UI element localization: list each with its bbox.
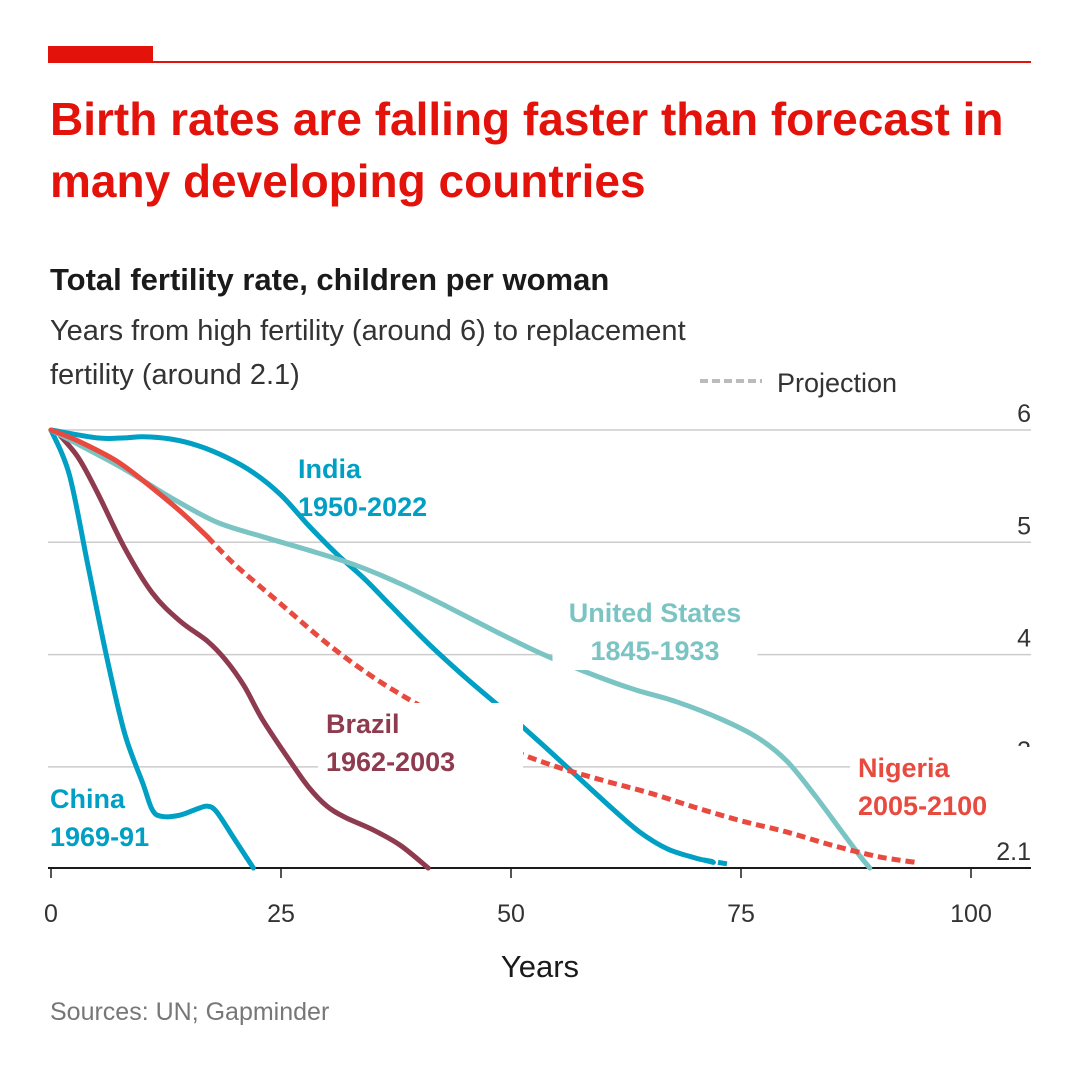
axis-layer: 2.134560255075100 [44, 400, 1031, 928]
x-axis-title: Years [501, 949, 579, 984]
y-tick-label-5: 5 [1017, 512, 1031, 540]
series-projection-india [703, 857, 733, 868]
x-tick-label-100: 100 [950, 900, 992, 928]
series-line-united_states [48, 427, 873, 871]
x-tick-label-50: 50 [497, 900, 525, 928]
series-line-nigeria [48, 427, 210, 540]
series-label-india: India 1950-2022 [298, 454, 427, 522]
series-label-nigeria-line-1: 2005-2100 [858, 791, 987, 821]
series-label-united_states-line-0: United States [569, 598, 742, 628]
source-note: Sources: UN; Gapminder [50, 998, 330, 1026]
series-line-china [48, 427, 256, 871]
x-tick-label-0: 0 [44, 900, 58, 928]
legend-layer: Projection [700, 368, 897, 398]
grid-layer [48, 429, 1031, 768]
chart-subtitle: Total fertility rate, children per woman [50, 262, 610, 297]
series-label-united_states: United States 1845-1933 [552, 592, 758, 670]
chart-description: Years from high fertility (around 6) to … [50, 315, 686, 391]
y-tick-label-6: 6 [1017, 400, 1031, 428]
series-label-china-line-1: 1969-91 [50, 822, 149, 852]
x-tick-label-25: 25 [267, 900, 295, 928]
label-layer: China 1969-91 Brazil 1962-2003 India 1950-202… [50, 454, 1055, 852]
series-label-bg-brazil [318, 703, 523, 781]
series-line-india [48, 427, 716, 865]
brand-rule [48, 61, 1031, 63]
series-line-brazil [57, 433, 431, 871]
series-label-india-line-0: India [298, 454, 362, 484]
series-label-bg-united_states [552, 592, 758, 670]
series-label-nigeria-line-0: Nigeria [858, 753, 951, 783]
series-layer [48, 427, 917, 871]
y-tick-label-4: 4 [1017, 625, 1031, 653]
series-label-nigeria: Nigeria 2005-2100 [850, 747, 1055, 825]
legend-projection-label: Projection [777, 368, 897, 398]
brand-bar [48, 46, 153, 62]
series-label-brazil: Brazil 1962-2003 [318, 703, 523, 781]
chart-headline: Birth rates are falling faster than fore… [50, 93, 1004, 207]
x-tick-label-75: 75 [727, 900, 755, 928]
series-label-india-line-1: 1950-2022 [298, 492, 427, 522]
series-label-china: China 1969-91 [50, 784, 149, 852]
series-projection-nigeria [205, 534, 917, 865]
series-label-united_states-line-1: 1845-1933 [590, 636, 719, 666]
series-label-brazil-line-0: Brazil [326, 709, 400, 739]
series-label-bg-nigeria [850, 747, 1055, 825]
series-label-brazil-line-1: 1962-2003 [326, 747, 455, 777]
series-label-china-line-0: China [50, 784, 126, 814]
y-tick-label-2.1: 2.1 [996, 838, 1031, 866]
